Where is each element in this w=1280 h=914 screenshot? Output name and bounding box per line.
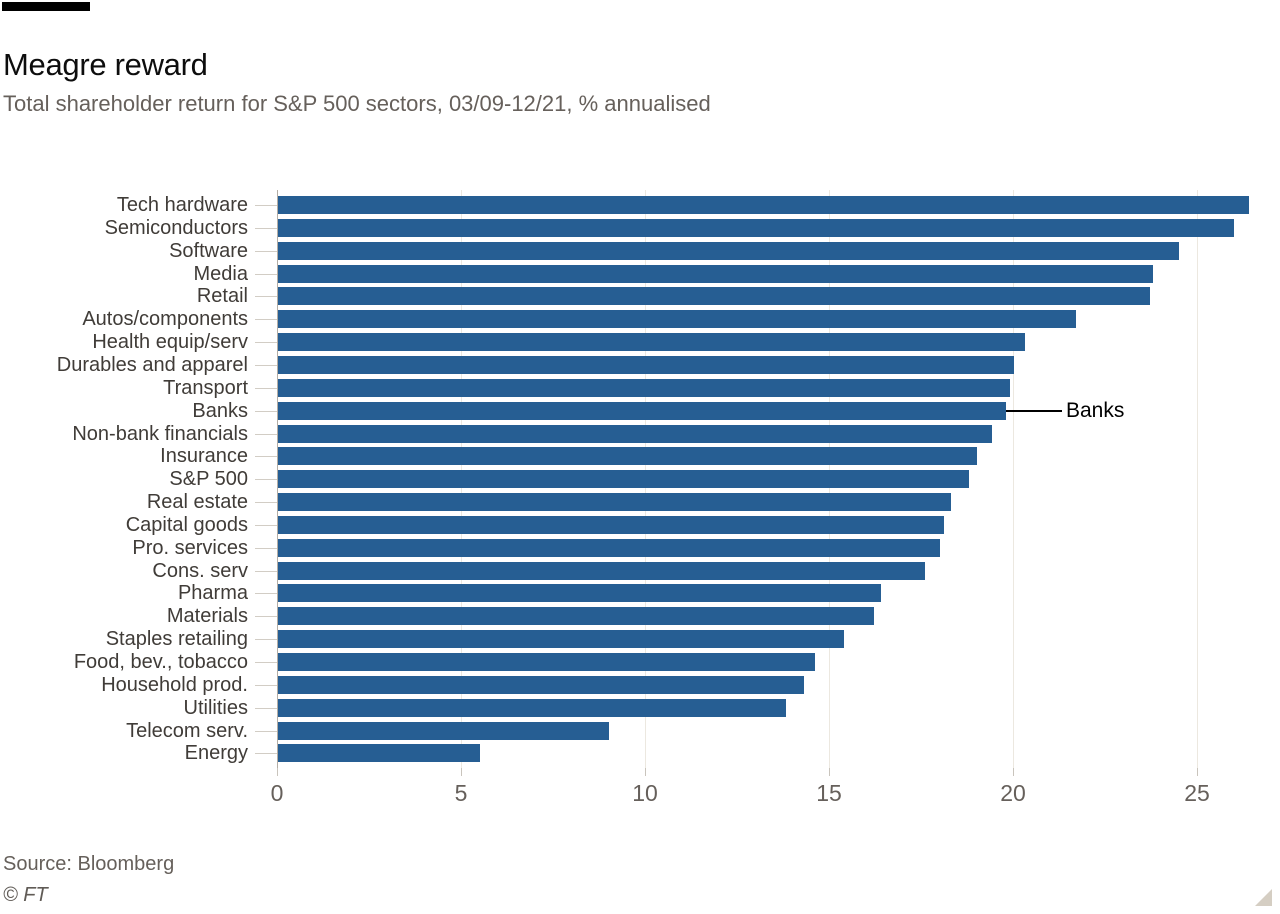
bar <box>278 356 1014 374</box>
category-tick <box>255 411 277 412</box>
category-label: Health equip/serv <box>92 331 248 353</box>
bar <box>278 493 951 511</box>
category-label: Telecom serv. <box>126 720 248 742</box>
category-tick <box>255 456 277 457</box>
gridline <box>1196 190 1198 768</box>
category-label: Software <box>169 240 248 262</box>
bar <box>278 333 1025 351</box>
x-tick-mark <box>461 768 462 776</box>
chart-title: Meagre reward <box>3 46 208 82</box>
bar <box>278 744 480 762</box>
bar <box>278 699 786 717</box>
category-tick <box>255 708 277 709</box>
x-tick-label: 25 <box>1184 780 1210 806</box>
category-label: Autos/components <box>82 308 248 330</box>
x-tick-label: 5 <box>454 780 468 806</box>
bar <box>278 722 609 740</box>
category-tick <box>255 251 277 252</box>
x-tick-mark <box>277 768 278 776</box>
chart-subtitle: Total shareholder return for S&P 500 sec… <box>3 91 711 116</box>
category-tick <box>255 296 277 297</box>
category-label: Real estate <box>146 491 248 513</box>
category-tick <box>255 616 277 617</box>
category-tick <box>255 319 277 320</box>
category-label: Semiconductors <box>104 217 248 239</box>
bar <box>278 310 1076 328</box>
bar <box>278 219 1234 237</box>
bar <box>278 630 844 648</box>
category-tick <box>255 502 277 503</box>
category-label: Pharma <box>177 582 248 604</box>
x-tick-label: 20 <box>1000 780 1026 806</box>
category-tick <box>255 479 277 480</box>
category-tick <box>255 593 277 594</box>
category-label: Retail <box>196 285 248 307</box>
category-label: Food, bev., tobacco <box>73 651 248 673</box>
bar <box>278 196 1249 214</box>
bar <box>278 676 804 694</box>
category-tick <box>255 388 277 389</box>
category-label: Materials <box>166 605 248 627</box>
category-label: Capital goods <box>125 514 248 536</box>
category-label: Transport <box>163 377 248 399</box>
category-label: Energy <box>184 742 248 764</box>
category-tick <box>255 205 277 206</box>
category-tick <box>255 662 277 663</box>
ft-black-bar <box>2 2 90 11</box>
category-tick <box>255 365 277 366</box>
bar <box>278 425 992 443</box>
category-label: S&P 500 <box>169 468 248 490</box>
y-axis-line <box>277 190 278 774</box>
x-tick-mark <box>829 768 830 776</box>
bar <box>278 265 1153 283</box>
bar <box>278 379 1010 397</box>
category-tick <box>255 753 277 754</box>
x-tick-label: 15 <box>816 780 842 806</box>
category-label: Non-bank financials <box>72 423 248 445</box>
category-label: Media <box>193 263 248 285</box>
category-label: Household prod. <box>101 674 248 696</box>
x-tick-label: 10 <box>632 780 658 806</box>
bar <box>278 607 874 625</box>
category-tick <box>255 731 277 732</box>
x-tick-mark <box>1013 768 1014 776</box>
category-label: Durables and apparel <box>56 354 248 376</box>
bar <box>278 242 1179 260</box>
category-tick <box>255 525 277 526</box>
bar <box>278 539 940 557</box>
category-tick <box>255 639 277 640</box>
bar <box>278 584 881 602</box>
category-label: Insurance <box>160 445 248 467</box>
x-tick-label: 0 <box>270 780 284 806</box>
category-tick <box>255 228 277 229</box>
x-tick-mark <box>1197 768 1198 776</box>
category-tick <box>255 274 277 275</box>
copyright-note: © FT <box>3 884 48 906</box>
category-tick <box>255 548 277 549</box>
bar <box>278 287 1150 305</box>
annotation-line <box>1006 410 1062 412</box>
resize-corner-icon <box>1255 889 1272 906</box>
bar <box>278 562 925 580</box>
category-tick <box>255 342 277 343</box>
category-tick <box>255 434 277 435</box>
gridline <box>1012 190 1014 768</box>
category-label: Utilities <box>183 697 248 719</box>
bar <box>278 402 1006 420</box>
x-tick-mark <box>645 768 646 776</box>
category-label: Banks <box>192 400 248 422</box>
category-tick <box>255 685 277 686</box>
bar <box>278 653 815 671</box>
category-label: Tech hardware <box>116 194 248 216</box>
bar <box>278 516 944 534</box>
category-label: Pro. services <box>132 537 248 559</box>
category-tick <box>255 571 277 572</box>
annotation-label: Banks <box>1066 399 1125 422</box>
source-note: Source: Bloomberg <box>3 853 175 875</box>
bar <box>278 470 969 488</box>
category-label: Cons. serv <box>152 560 248 582</box>
bar <box>278 447 977 465</box>
category-label: Staples retailing <box>105 628 248 650</box>
